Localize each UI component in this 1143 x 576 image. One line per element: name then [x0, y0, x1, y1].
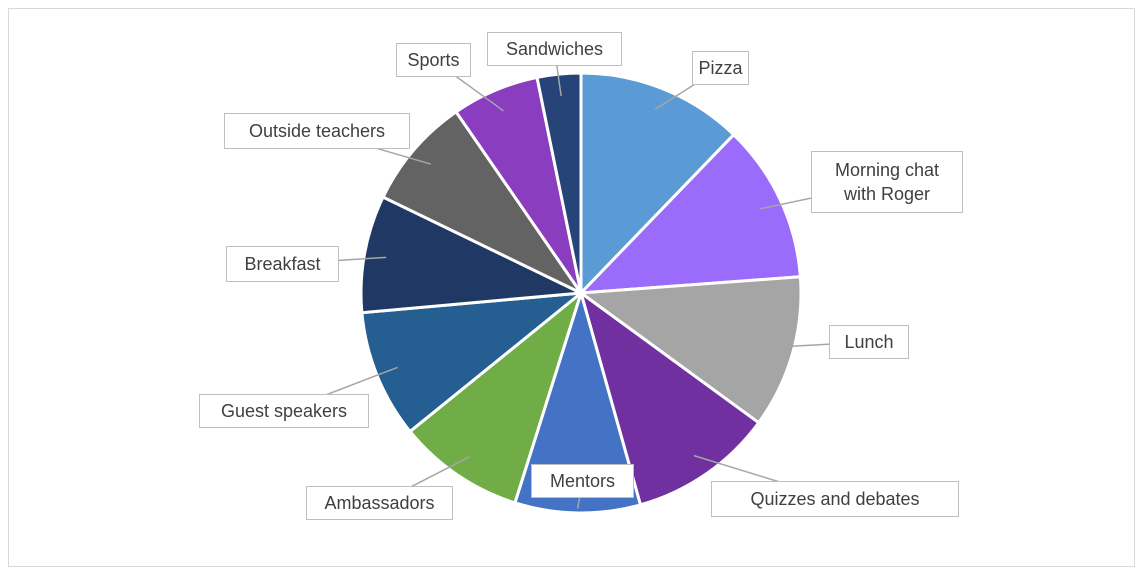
data-label: Ambassadors	[306, 486, 453, 520]
pie-slice	[513, 287, 643, 515]
pie-slice	[407, 288, 584, 505]
pie-slice	[579, 71, 736, 297]
data-label: Quizzes and debates	[711, 481, 959, 517]
data-label: Sports	[396, 43, 471, 77]
pie-slice	[578, 289, 761, 507]
data-label: Sandwiches	[487, 32, 622, 66]
data-label: Morning chat with Roger	[811, 151, 963, 213]
data-label: Pizza	[692, 51, 749, 85]
data-label: Lunch	[829, 325, 909, 359]
pie-slice	[381, 109, 586, 297]
pie-slice	[576, 275, 803, 425]
data-label: Mentors	[531, 464, 634, 498]
data-label: Breakfast	[226, 246, 339, 282]
pie-slice	[577, 132, 803, 295]
pie-slice	[359, 195, 587, 315]
data-label: Outside teachers	[224, 113, 410, 149]
pie-slice	[535, 71, 583, 294]
data-label: Guest speakers	[199, 394, 369, 428]
